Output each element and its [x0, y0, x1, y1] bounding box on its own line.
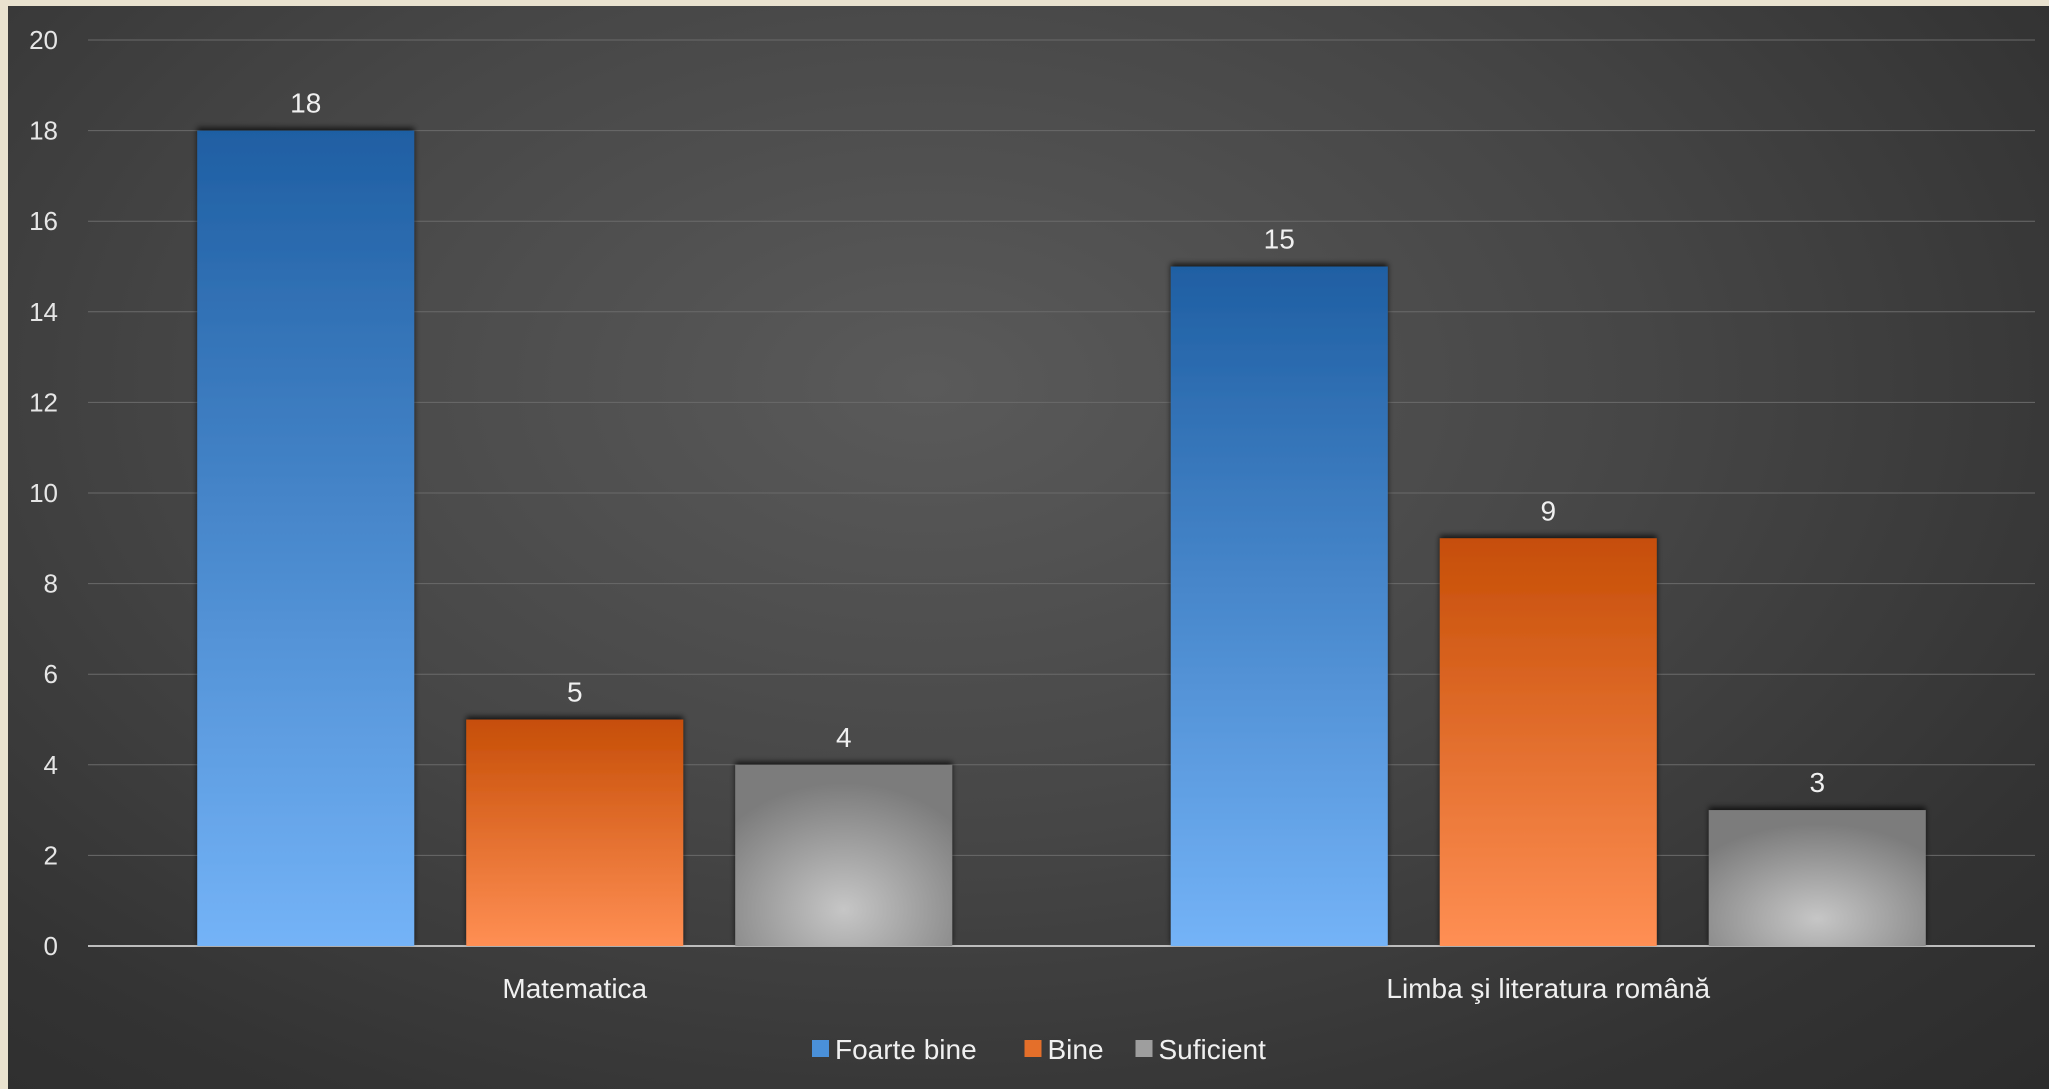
bar-bine: [466, 719, 684, 946]
data-label: 9: [1540, 495, 1556, 526]
bar-foarte-bine: [1170, 266, 1388, 946]
bars: [197, 130, 1926, 947]
y-tick-label: 16: [29, 206, 58, 236]
chart-frame: 0 2 4 6 8 10 12 14 16 18 20 18 5 4 15 9 3 Matematica Lim…: [8, 6, 2049, 1089]
data-label: 5: [567, 677, 583, 708]
y-tick-label: 18: [29, 116, 58, 146]
y-tick-label: 8: [44, 569, 58, 599]
y-tick-label: 2: [44, 840, 58, 870]
legend-swatch: [1024, 1040, 1042, 1057]
data-labels: 18 5 4 15 9 3: [290, 88, 1825, 798]
x-category-label: Matematica: [502, 973, 647, 1004]
legend-swatch: [1135, 1040, 1153, 1057]
data-label: 15: [1264, 224, 1295, 255]
data-label: 18: [290, 88, 321, 119]
bar-bine: [1439, 538, 1657, 946]
y-tick-label: 4: [44, 750, 58, 780]
bar-suficient: [735, 764, 953, 946]
legend-label: Bine: [1048, 1034, 1104, 1065]
legend-label: Foarte bine: [835, 1034, 977, 1065]
y-tick-label: 20: [29, 25, 58, 55]
y-tick-label: 14: [29, 297, 58, 327]
y-tick-label: 10: [29, 478, 58, 508]
y-tick-label: 6: [44, 659, 58, 689]
y-tick-label: 12: [29, 387, 58, 417]
data-label: 3: [1809, 767, 1825, 798]
bar-foarte-bine: [197, 130, 415, 947]
x-axis: Matematica Limba şi literatura română: [502, 973, 1710, 1004]
y-tick-label: 0: [44, 931, 58, 961]
x-category-label: Limba şi literatura română: [1386, 973, 1710, 1004]
legend-swatch: [812, 1040, 829, 1057]
data-label: 4: [836, 722, 852, 753]
bar-suficient: [1708, 810, 1926, 946]
bar-chart: 0 2 4 6 8 10 12 14 16 18 20 18 5 4 15 9 3 Matematica Lim…: [29, 25, 2035, 1065]
legend: Foarte bine Bine Suficient: [812, 1034, 1266, 1065]
legend-label: Suficient: [1159, 1034, 1267, 1065]
